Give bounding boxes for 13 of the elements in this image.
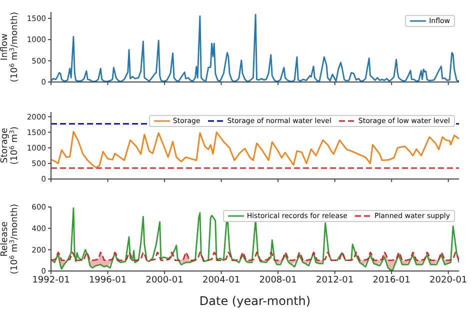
x-tick-label: 2000-01 [146, 275, 184, 286]
x-tick-label: 1992-01 [32, 275, 70, 286]
x-tick-label: 2020-01 [430, 275, 468, 286]
x-tick-label: 2004-01 [202, 275, 240, 286]
x-tick-label: 2016-01 [372, 275, 410, 286]
line-series [51, 130, 459, 168]
x-tick-label: 1996-01 [88, 275, 127, 286]
line-series [51, 252, 459, 262]
line-series [51, 14, 459, 82]
x-tick-label: 2008-01 [259, 275, 297, 286]
x-axis-title: Date (year-month) [199, 294, 311, 308]
x-tick-label: 2012-01 [316, 275, 354, 286]
line-series [51, 207, 459, 271]
